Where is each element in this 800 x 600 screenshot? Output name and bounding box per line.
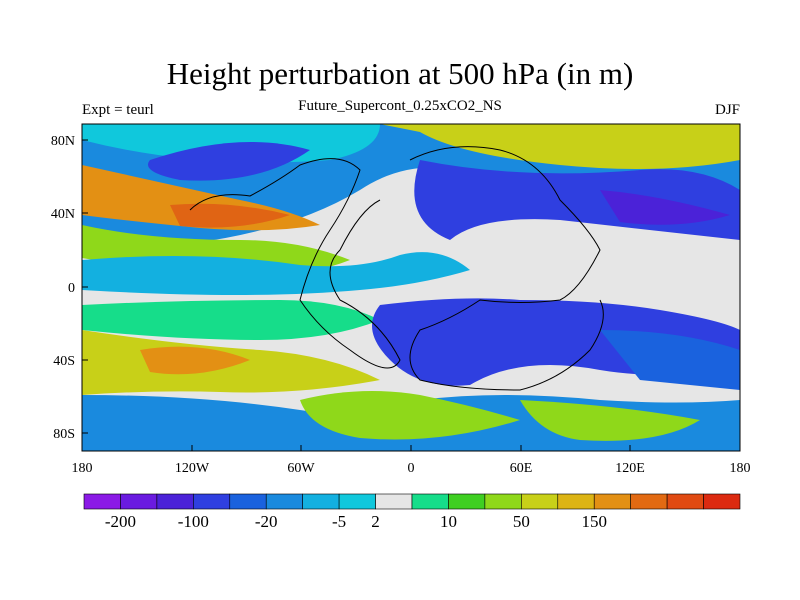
- lat-tick-label: 40S: [53, 354, 75, 369]
- lat-tick-label: 40N: [51, 207, 75, 222]
- colorbar-swatch: [521, 493, 559, 510]
- colorbar-swatch: [593, 493, 631, 510]
- lon-tick-label: 180: [72, 461, 93, 476]
- colorbar-swatch: [265, 493, 303, 510]
- lon-tick-label: 120E: [615, 461, 645, 476]
- colorbar-label: 10: [440, 512, 457, 531]
- colorbar-swatch: [484, 493, 522, 510]
- colorbar-swatch: [302, 493, 340, 510]
- experiment-label: Expt = teurl: [82, 102, 154, 118]
- colorbar-label: 150: [581, 512, 607, 531]
- lat-tick-label: 0: [68, 281, 75, 296]
- lon-axis: 180 120W 60W 0 60E 120E 180: [72, 445, 751, 476]
- lon-tick-label: 60W: [287, 461, 315, 476]
- lon-tick-label: 180: [730, 461, 751, 476]
- lon-tick-label: 120W: [175, 461, 210, 476]
- colorbar-swatch: [229, 493, 267, 510]
- colorbar-swatch: [666, 493, 704, 510]
- colorbar-swatch: [338, 493, 376, 510]
- lat-tick-label: 80N: [51, 134, 75, 149]
- colorbar-swatch: [557, 493, 595, 510]
- map-field: [82, 124, 740, 451]
- colorbar: -200 -100 -20 -5 2 10 50 150: [83, 493, 741, 531]
- colorbar-swatch: [703, 493, 741, 510]
- subtitle: Future_Supercont_0.25xCO2_NS: [298, 98, 502, 114]
- lat-axis: 80N 40N 0 40S 80S: [51, 134, 88, 442]
- lon-tick-label: 0: [408, 461, 415, 476]
- colorbar-label: -200: [105, 512, 136, 531]
- colorbar-label: -5: [332, 512, 346, 531]
- colorbar-swatch: [411, 493, 449, 510]
- colorbar-swatch: [120, 493, 158, 510]
- colorbar-swatch: [448, 493, 486, 510]
- colorbar-swatch: [375, 493, 413, 510]
- main-title: Height perturbation at 500 hPa (in m): [166, 56, 634, 91]
- colorbar-label: -100: [178, 512, 209, 531]
- colorbar-swatch: [193, 493, 231, 510]
- colorbar-label: 2: [371, 512, 380, 531]
- lat-tick-label: 80S: [53, 427, 75, 442]
- colorbar-label: 50: [513, 512, 530, 531]
- lon-tick-label: 60E: [510, 461, 533, 476]
- colorbar-label: -20: [255, 512, 278, 531]
- colorbar-swatch: [83, 493, 121, 510]
- season-label: DJF: [714, 102, 740, 118]
- colorbar-swatch: [156, 493, 194, 510]
- colorbar-swatch: [630, 493, 668, 510]
